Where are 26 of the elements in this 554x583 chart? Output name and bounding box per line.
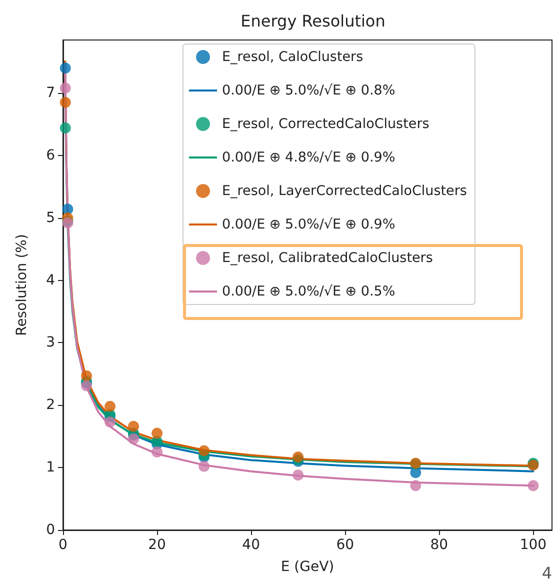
- y-tick-label: 5: [46, 210, 55, 226]
- legend-label: E_resol, CorrectedCaloClusters: [222, 116, 430, 132]
- legend-label: E_resol, CalibratedCaloClusters: [222, 250, 433, 266]
- y-axis-title: Resolution (%): [14, 234, 30, 336]
- legend-label: 0.00/E ⊕ 5.0%/√E ⊕ 0.8%: [222, 82, 396, 98]
- x-tick-label: 40: [242, 537, 260, 553]
- y-tick-label: 6: [46, 147, 56, 164]
- x-axis-title: E (GeV): [280, 559, 334, 575]
- x-tick-label: 100: [520, 537, 547, 553]
- x-tick-label: 80: [430, 537, 448, 553]
- y-tick-label: 0: [46, 522, 55, 538]
- x-tick-label: 0: [58, 537, 68, 553]
- legend-label: 0.00/E ⊕ 5.0%/√E ⊕ 0.9%: [222, 216, 396, 232]
- legend-label: E_resol, LayerCorrectedCaloClusters: [222, 183, 467, 199]
- y-tick-label: 2: [46, 397, 55, 414]
- legend-label: 0.00/E ⊕ 5.0%/√E ⊕ 0.5%: [222, 284, 396, 300]
- x-tick-label: 20: [148, 537, 166, 553]
- y-tick-label: 1: [46, 460, 55, 476]
- chart-title: Energy Resolution: [240, 12, 386, 30]
- x-tick-label: 60: [336, 537, 354, 553]
- y-tick-label: 3: [46, 334, 55, 351]
- text: 4: [542, 564, 552, 582]
- y-tick-label: 4: [46, 272, 56, 288]
- legend-label: E_resol, CaloClusters: [222, 49, 364, 65]
- y-tick-label: 7: [46, 85, 55, 102]
- legend-label: 0.00/E ⊕ 4.8%/√E ⊕ 0.9%: [222, 150, 396, 166]
